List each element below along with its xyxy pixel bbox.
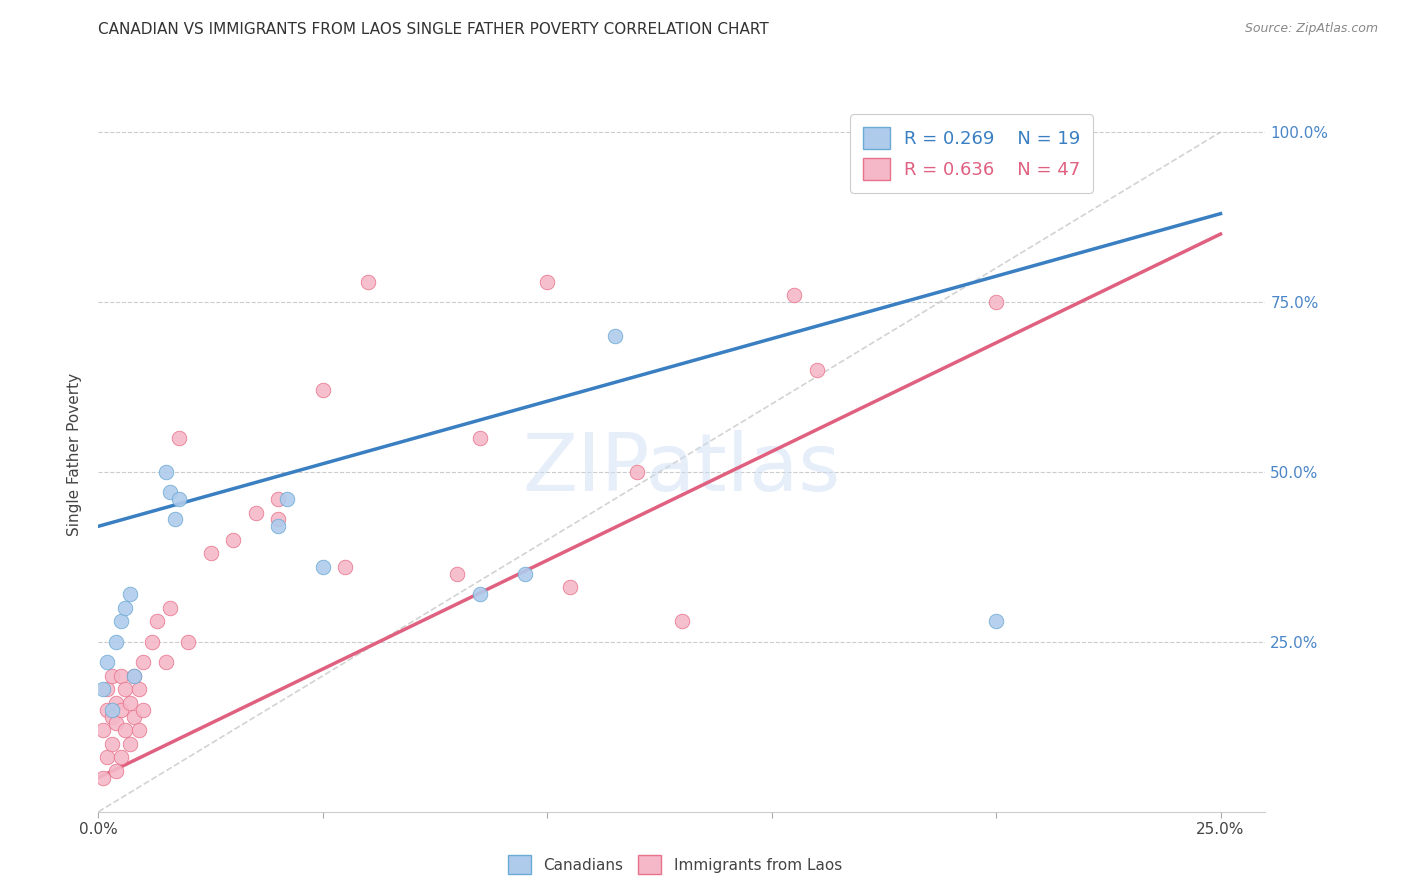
Point (603, 329, 626, 343)
Y-axis label: Single Father Poverty: Single Father Poverty (67, 374, 83, 536)
Point (114, 682, 136, 697)
Point (124, 669, 146, 683)
Point (128, 682, 150, 697)
Point (128, 723, 150, 738)
Legend: Canadians, Immigrants from Laos: Canadians, Immigrants from Laos (502, 849, 848, 880)
Text: Source: ZipAtlas.com: Source: ZipAtlas.com (1244, 22, 1378, 36)
Point (124, 709, 146, 723)
Point (312, 560, 335, 574)
Point (167, 431, 190, 445)
Point (155, 655, 177, 669)
Point (177, 635, 200, 649)
Point (91, 771, 114, 785)
Point (222, 533, 245, 547)
Point (110, 750, 132, 764)
Point (105, 635, 128, 649)
Point (114, 600, 136, 615)
Point (335, 560, 357, 574)
Point (671, 615, 693, 629)
Point (984, 615, 1007, 629)
Legend: R = 0.269    N = 19, R = 0.636    N = 47: R = 0.269 N = 19, R = 0.636 N = 47 (851, 114, 1092, 193)
Point (163, 512, 186, 526)
Point (114, 723, 136, 738)
Point (159, 600, 181, 615)
Point (312, 384, 335, 398)
Point (267, 512, 290, 526)
Point (167, 492, 190, 507)
Point (110, 669, 132, 683)
Point (101, 669, 124, 683)
Point (105, 716, 128, 731)
Point (141, 635, 163, 649)
Point (96, 703, 118, 717)
Point (91, 682, 114, 697)
Point (105, 764, 128, 778)
Point (468, 431, 491, 445)
Text: CANADIAN VS IMMIGRANTS FROM LAOS SINGLE FATHER POVERTY CORRELATION CHART: CANADIAN VS IMMIGRANTS FROM LAOS SINGLE … (98, 22, 769, 37)
Point (105, 696, 128, 710)
Point (267, 519, 290, 533)
Point (783, 288, 806, 302)
Point (468, 587, 491, 601)
Point (267, 492, 290, 507)
Point (118, 737, 141, 751)
Point (101, 709, 124, 723)
Point (276, 492, 298, 507)
Point (96, 682, 118, 697)
Point (513, 566, 536, 581)
Point (118, 696, 141, 710)
Point (536, 275, 558, 289)
Point (626, 465, 648, 479)
Point (124, 669, 146, 683)
Point (96, 655, 118, 669)
Point (200, 546, 222, 560)
Point (806, 363, 828, 377)
Point (984, 295, 1007, 310)
Point (155, 465, 177, 479)
Point (110, 703, 132, 717)
Point (245, 506, 267, 520)
Point (118, 587, 141, 601)
Point (132, 655, 155, 669)
Point (558, 581, 581, 595)
Point (101, 737, 124, 751)
Point (357, 275, 380, 289)
Point (96, 750, 118, 764)
Point (110, 615, 132, 629)
Point (146, 615, 169, 629)
Point (101, 703, 124, 717)
Point (159, 485, 181, 500)
Point (91, 723, 114, 738)
Point (446, 566, 468, 581)
Point (132, 703, 155, 717)
Text: ZIPatlas: ZIPatlas (523, 430, 841, 508)
